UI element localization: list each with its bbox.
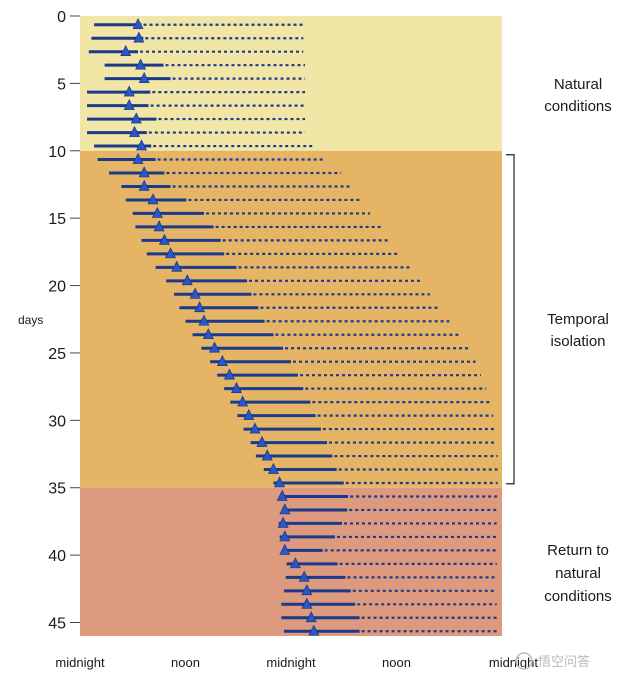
watermark-logo-icon (515, 652, 533, 670)
phase-label-1-line-1: Natural (554, 76, 602, 93)
temperature-minimum-day-25 (209, 341, 220, 353)
temperature-minimum-day-19 (171, 260, 183, 272)
temperature-minimum-day-36 (276, 489, 288, 501)
temperature-minimum-day-32 (256, 435, 268, 447)
y-tick-label-10: 10 (48, 144, 66, 161)
temperature-minimum-day-39 (279, 530, 291, 542)
y-tick-label-30: 30 (48, 413, 66, 430)
y-axis-label: days (18, 313, 43, 327)
temperature-minimum-day-6 (123, 85, 135, 97)
temperature-minimum-day-12 (138, 166, 150, 178)
x-tick-label-3: midnight (266, 655, 316, 670)
temperature-minimum-day-38 (277, 516, 289, 528)
temperature-minimum-day-45 (305, 611, 317, 623)
temperature-minimum-day-3 (120, 45, 132, 56)
temperature-minimum-day-14 (147, 193, 159, 205)
temperature-minimum-day-21 (189, 287, 201, 299)
temperature-minimum-day-26 (216, 355, 228, 366)
phase-label-1-line-2: conditions (544, 98, 612, 115)
x-tick-label-5: midnight (489, 655, 539, 670)
x-tick-label-2: noon (171, 655, 200, 670)
temperature-minimum-day-5 (138, 71, 150, 83)
phase-annotations: Natural conditions Temporal isolation Return… (506, 76, 612, 605)
y-tick-label-25: 25 (48, 346, 66, 363)
y-tick-label-40: 40 (48, 548, 66, 565)
temperature-minimum-day-1 (132, 18, 144, 30)
temperature-minimum-day-35 (274, 476, 286, 488)
temperature-minimum-day-9 (129, 125, 140, 137)
y-tick-label-35: 35 (48, 481, 66, 498)
temperature-minimum-day-29 (237, 395, 249, 407)
phase-label-2-line-2: isolation (550, 333, 605, 350)
x-tick-label-1: midnight (55, 655, 105, 670)
y-axis: 0 5 10 15 20 25 30 35 40 45 (48, 9, 80, 633)
temperature-minimum-day-43 (301, 584, 313, 596)
temporal-isolation-bracket (506, 154, 515, 485)
temperature-minimum-day-10 (136, 139, 148, 151)
temperature-minimum-day-42 (298, 570, 310, 582)
temperature-minimum-day-41 (289, 557, 301, 569)
temperature-minimum-day-28 (231, 381, 242, 393)
watermark-text: 悟空问答 (538, 654, 590, 669)
temperature-minimum-day-8 (130, 112, 142, 124)
y-tick-label-20: 20 (48, 279, 66, 296)
temperature-minimum-day-24 (202, 328, 214, 340)
phase-label-3-line-3: conditions (544, 588, 612, 605)
temperature-minimum-day-30 (243, 408, 255, 420)
phase-label-3-line-2: natural (555, 565, 601, 582)
watermark: 悟空问答 (515, 652, 590, 670)
temperature-minimum-day-13 (138, 179, 150, 191)
phase-bands (80, 16, 502, 636)
x-tick-label-4: noon (382, 655, 411, 670)
temperature-minimum-day-18 (165, 247, 177, 259)
phase-label-3-line-1: Return to (547, 542, 609, 559)
temperature-minimum-day-11 (132, 152, 144, 164)
phase-label-2-line-1: Temporal (547, 311, 609, 328)
temperature-minimum-day-22 (194, 301, 206, 313)
temperature-minimum-day-37 (279, 503, 291, 515)
temperature-minimum-day-4 (135, 58, 147, 70)
temperature-minimum-day-27 (223, 368, 235, 380)
temperature-minimum-day-40 (279, 543, 291, 555)
phase-band-3 (80, 487, 502, 636)
plot-marks (87, 18, 498, 636)
temperature-minimum-day-15 (151, 206, 163, 218)
temperature-minimum-day-16 (153, 220, 165, 232)
phase-band-2 (80, 150, 502, 488)
temperature-minimum-day-46 (308, 624, 320, 636)
x-axis: midnight noon midnight noon midnight (55, 655, 538, 670)
temperature-minimum-day-33 (261, 449, 273, 461)
temperature-minimum-day-7 (123, 98, 135, 110)
y-tick-label-0: 0 (57, 9, 66, 26)
y-tick-label-45: 45 (48, 616, 66, 633)
temperature-minimum-day-34 (267, 462, 279, 474)
y-tick-label-5: 5 (57, 76, 66, 93)
temperature-minimum-day-2 (133, 31, 145, 43)
temperature-minimum-day-31 (249, 422, 261, 434)
temperature-minimum-day-20 (181, 274, 193, 286)
temperature-minimum-day-44 (301, 597, 313, 609)
y-tick-label-15: 15 (48, 211, 66, 228)
temperature-minimum-day-23 (198, 314, 210, 326)
temperature-minimum-day-17 (158, 233, 170, 245)
phase-band-1 (80, 16, 502, 151)
